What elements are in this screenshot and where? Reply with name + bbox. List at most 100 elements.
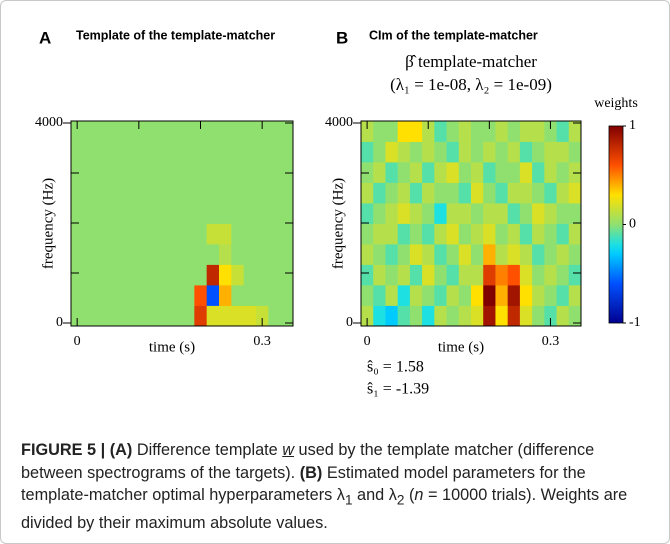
heatmap-cell: [256, 141, 269, 163]
heatmap-cell: [483, 162, 496, 183]
heatmap-cell: [95, 121, 109, 142]
caption: FIGURE 5 | (A) Difference template w use…: [21, 439, 657, 534]
heatmap-cell: [446, 121, 460, 142]
heatmap-cell: [568, 264, 582, 286]
heatmap-cell: [71, 244, 84, 265]
caption-text: and λ: [352, 486, 397, 504]
heatmap-cell: [544, 182, 557, 204]
y-axis-label: frequency (Hz): [330, 178, 346, 269]
heatmap-cell: [458, 285, 472, 306]
heatmap-cell: [120, 182, 134, 204]
heatmap-cell: [95, 305, 109, 327]
heatmap-cell: [256, 305, 269, 327]
heatmap-cell: [268, 203, 282, 224]
heatmap-cell: [397, 203, 411, 224]
heatmap-cell: [409, 141, 423, 163]
heatmap-cell: [83, 223, 97, 245]
heatmap-cell: [280, 223, 294, 245]
heatmap-cell: [446, 182, 460, 204]
heatmap-cell: [268, 244, 282, 265]
heatmap-cell: [132, 182, 146, 204]
caption-text: = 10000 trials). Weights are divided by …: [21, 486, 628, 532]
heatmap-cell: [71, 121, 84, 142]
heatmap-cell: [446, 244, 460, 265]
heatmap-cell: [373, 305, 386, 327]
heatmap-cell: [446, 223, 460, 245]
heatmap-cell: [373, 285, 386, 306]
heatmap-cell: [108, 182, 121, 204]
heatmap-cell: [483, 223, 496, 245]
heatmap-cell: [120, 203, 134, 224]
heatmap-cell: [83, 121, 97, 142]
heatmap-cell: [495, 162, 509, 183]
annotation: ŝ₁ = -1.39: [367, 381, 429, 398]
heatmap-cell: [268, 182, 282, 204]
heatmap-cell: [556, 264, 570, 286]
heatmap-cell: [483, 285, 496, 306]
heatmap-cell: [169, 264, 183, 286]
heatmap-cell: [219, 182, 232, 204]
heatmap-cell: [409, 203, 423, 224]
heatmap-cell: [219, 162, 232, 183]
heatmap-cell: [194, 223, 208, 245]
caption-text: used by the template matcher (difference…: [21, 441, 595, 482]
heatmap-cell: [182, 162, 195, 183]
heatmap-cell: [556, 223, 570, 245]
caption-text: 2: [396, 492, 405, 508]
colorbar-tick-label: 1: [629, 118, 636, 133]
heatmap-cell: [145, 285, 158, 306]
panel-letter: B: [336, 28, 348, 47]
heatmap-cell: [108, 141, 121, 163]
heatmap-cell: [157, 121, 171, 142]
heatmap-cell: [458, 162, 472, 183]
heatmap-cell: [373, 223, 386, 245]
x-tick-label: 0: [74, 334, 81, 349]
heatmap-cell: [219, 285, 232, 306]
heatmap-cell: [157, 141, 171, 163]
heatmap-cell: [532, 223, 545, 245]
heatmap-cell: [120, 244, 134, 265]
heatmap-cell: [231, 141, 245, 163]
heatmap-cell: [219, 141, 232, 163]
heatmap-cell: [471, 182, 484, 204]
heatmap-cell: [243, 141, 257, 163]
heatmap-cell: [446, 203, 460, 224]
caption-text: w: [282, 441, 295, 459]
heatmap-cell: [120, 285, 134, 306]
heatmap-cell: [157, 244, 171, 265]
heatmap-cell: [495, 223, 509, 245]
heatmap-cell: [544, 141, 557, 163]
heatmap-cell: [361, 162, 374, 183]
heatmap-cell: [194, 305, 208, 327]
heatmap-cell: [256, 182, 269, 204]
heatmap-cell: [458, 223, 472, 245]
heatmap-cell: [108, 305, 121, 327]
heatmap-cell: [519, 141, 533, 163]
heatmap-cell: [434, 121, 447, 142]
heatmap-cell: [231, 182, 245, 204]
heatmap-cell: [519, 244, 533, 265]
heatmap-cell: [132, 244, 146, 265]
heatmap-cell: [108, 244, 121, 265]
heatmap-cell: [568, 141, 582, 163]
heatmap-cell: [483, 141, 496, 163]
heatmap-cell: [568, 162, 582, 183]
heatmap-cell: [83, 182, 97, 204]
heatmap-cell: [256, 162, 269, 183]
heatmap-cell: [132, 305, 146, 327]
panel-title: Template of the template-matcher: [76, 28, 275, 42]
heatmap-cell: [169, 285, 183, 306]
heatmap-cell: [145, 203, 158, 224]
heatmap-cell: [71, 285, 84, 306]
heatmap-cell: [243, 182, 257, 204]
heatmap-cell: [544, 121, 557, 142]
heatmap-cell: [169, 141, 183, 163]
panel-subtitle: β̂ template-matcher: [405, 52, 537, 71]
heatmap-cell: [495, 285, 509, 306]
heatmap-cell: [385, 305, 399, 327]
heatmap-cell: [95, 141, 109, 163]
heatmap-cell: [471, 244, 484, 265]
heatmap-cell: [568, 305, 582, 327]
heatmap-cell: [219, 121, 232, 142]
heatmap-cell: [268, 285, 282, 306]
